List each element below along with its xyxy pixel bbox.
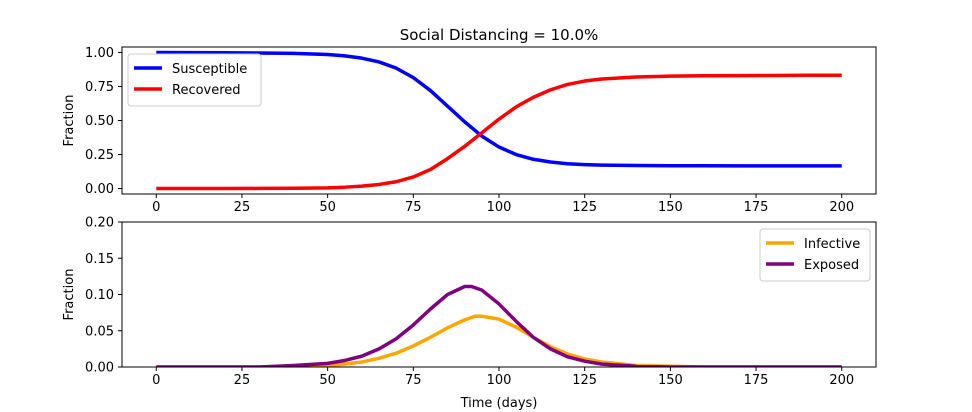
top-chart: 0 25 50 75 100 125 150 175 200 0.00 0.25 0.50 0.75 1.… bbox=[62, 26, 877, 215]
y-tick-label: 1.00 bbox=[85, 46, 114, 61]
x-tick-label: 200 bbox=[829, 373, 854, 388]
legend-label-exposed: Exposed bbox=[804, 258, 859, 273]
y-tick-label: 0.50 bbox=[85, 114, 114, 129]
series-line-exposed bbox=[156, 284, 842, 367]
series-line-susceptible bbox=[156, 50, 842, 168]
y-axis-label: Fraction bbox=[62, 95, 77, 147]
y-tick-label: 0.15 bbox=[85, 252, 114, 267]
legend-label-infective: Infective bbox=[804, 237, 860, 252]
x-tick-label: 50 bbox=[319, 200, 336, 215]
y-tick-label: 0.00 bbox=[85, 182, 114, 197]
x-tick-label: 100 bbox=[487, 200, 512, 215]
x-tick-label: 175 bbox=[744, 373, 769, 388]
x-axis-label: Time (days) bbox=[460, 396, 538, 411]
x-tick-label: 100 bbox=[487, 373, 512, 388]
legend: Susceptible Recovered bbox=[127, 53, 262, 107]
chart-title: Social Distancing = 10.0% bbox=[400, 26, 599, 44]
y-tick-label: 0.75 bbox=[85, 80, 114, 95]
y-axis-label: Fraction bbox=[62, 269, 77, 321]
x-tick-label: 0 bbox=[152, 373, 160, 388]
x-tick-label: 50 bbox=[319, 373, 336, 388]
x-tick-label: 0 bbox=[152, 200, 160, 215]
x-tick-label: 75 bbox=[405, 373, 422, 388]
x-tick-label: 75 bbox=[405, 200, 422, 215]
x-tick-label: 175 bbox=[744, 200, 769, 215]
legend: Infective Exposed bbox=[759, 228, 871, 282]
x-tick-label: 200 bbox=[829, 200, 854, 215]
series-line-recovered bbox=[156, 73, 842, 191]
legend-label-recovered: Recovered bbox=[172, 83, 241, 98]
x-tick-label: 125 bbox=[572, 200, 597, 215]
x-tick-label: 25 bbox=[234, 200, 251, 215]
x-tick-label: 150 bbox=[658, 373, 683, 388]
y-tick-label: 0.05 bbox=[85, 324, 114, 339]
x-tick-label: 150 bbox=[658, 200, 683, 215]
y-tick-label: 0.00 bbox=[85, 361, 114, 376]
y-tick-label: 0.10 bbox=[85, 288, 114, 303]
x-tick-label: 125 bbox=[572, 373, 597, 388]
bottom-chart: 0 25 50 75 100 125 150 175 200 0.00 0.05 0.10 0.15 0.… bbox=[62, 216, 877, 411]
y-tick-label: 0.25 bbox=[85, 148, 114, 163]
x-tick-label: 25 bbox=[234, 373, 251, 388]
legend-label-susceptible: Susceptible bbox=[172, 62, 247, 77]
y-tick-label: 0.20 bbox=[85, 216, 114, 231]
